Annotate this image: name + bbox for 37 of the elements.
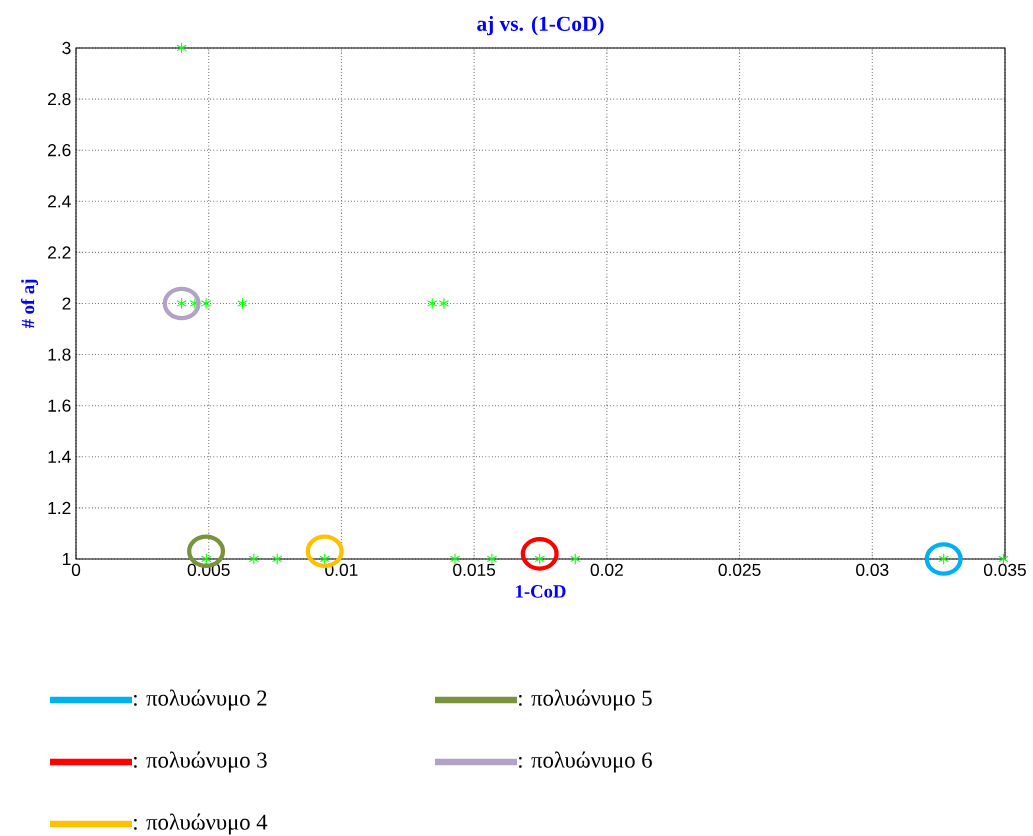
y-tick-label: 2.6 [48,144,71,157]
y-tick-label: 1.2 [48,501,71,514]
x-tick-label: 0.03 [856,563,889,576]
point [176,42,187,54]
x-tick-label: 0.02 [590,563,623,576]
legend-label: : πολυώνυμο 5 [519,689,652,711]
point [272,553,283,565]
y-tick-label: 3 [62,41,71,55]
y-tick-label: 1.8 [48,348,71,361]
y-tick-label: 1.6 [48,399,71,412]
point [438,297,450,310]
point [162,286,201,321]
x-tick-label: 0 [71,563,81,576]
y-tick-label: 1.4 [48,450,71,463]
chart-title: aj vs. (1-CoD) [477,15,604,36]
point [924,542,963,576]
legend-label: : πολυώνυμο 2 [134,689,267,711]
y-tick-label: 2.4 [48,195,71,208]
point [570,553,581,565]
point [248,553,259,565]
point [319,553,330,565]
y-tick-label: 2 [62,297,71,310]
point [237,297,248,310]
x-tick-label: 0.015 [453,563,496,576]
y-tick-label: 2.2 [48,246,71,259]
point [200,297,212,310]
legend-label: : πολυώνυμο 4 [134,813,268,835]
x-tick-label: 0.035 [983,563,1026,576]
y-tick-label: 1 [62,553,71,565]
point [427,297,438,310]
point [520,537,559,571]
y-tick-label: 2.8 [48,92,71,106]
x-tick-label: 0.025 [718,563,761,576]
legend-label: : πολυώνυμο 3 [134,751,267,773]
x-axis-title: 1-CoD [516,585,566,598]
legend-label: : πολυώνυμο 6 [519,751,652,773]
y-axis-title: # of aj [20,279,39,329]
